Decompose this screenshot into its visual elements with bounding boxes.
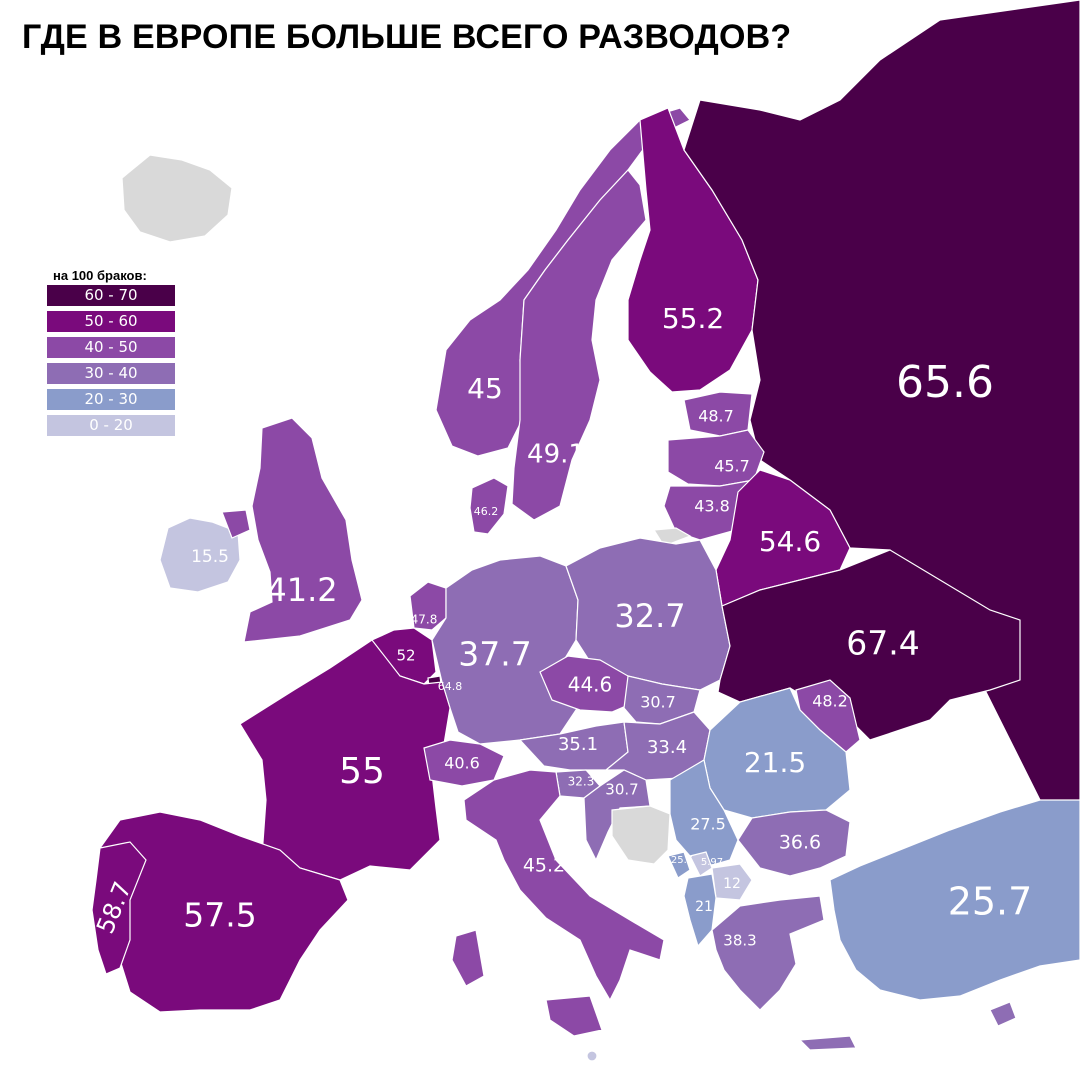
region-turkey	[829, 799, 1080, 1001]
region-portugal	[91, 841, 147, 975]
value-label-italy: 45.2	[523, 855, 565, 877]
region-ukraine	[717, 549, 1021, 741]
value-label-montenegro: 25.6	[671, 855, 693, 866]
value-label-turkey: 25.7	[948, 880, 1033, 924]
value-label-romania: 21.5	[744, 746, 806, 779]
value-label-latvia: 45.7	[714, 457, 750, 476]
value-label-greece: 38.3	[723, 932, 756, 950]
region-montenegro	[667, 851, 691, 879]
value-label-belarus: 54.6	[759, 525, 821, 558]
region-denmark	[469, 477, 509, 535]
value-label-norway: 45	[467, 372, 503, 405]
value-label-bulgaria: 36.6	[779, 832, 821, 854]
region-ireland	[159, 517, 241, 593]
value-label-finland: 55.2	[662, 302, 724, 335]
legend-title: на 100 браков:	[53, 268, 147, 283]
region-serbia	[669, 759, 739, 869]
value-label-serbia: 27.5	[690, 815, 726, 834]
legend: на 100 браков: 60 - 70 50 - 60 40 - 50 3…	[47, 268, 175, 441]
value-label-ireland: 15.5	[191, 547, 229, 567]
region-greece	[711, 895, 857, 1051]
region-bosnia-and-herzegovina	[611, 805, 671, 865]
value-label-russia: 65.6	[896, 357, 994, 408]
value-label-belgium: 52	[396, 647, 415, 665]
legend-item-0-20: 0 - 20	[47, 415, 175, 436]
map-title: ГДЕ В ЕВРОПЕ БОЛЬШЕ ВСЕГО РАЗВОДОВ?	[22, 18, 792, 56]
value-label-estonia: 48.7	[698, 407, 734, 426]
legend-item-60-70: 60 - 70	[47, 285, 175, 306]
region-united-kingdom	[221, 417, 363, 643]
region-germany	[431, 555, 581, 745]
legend-item-30-40: 30 - 40	[47, 363, 175, 384]
region-cyprus	[989, 1001, 1017, 1027]
value-label-spain: 57.5	[183, 896, 256, 935]
region-switzerland	[423, 739, 505, 787]
legend-item-20-30: 20 - 30	[47, 389, 175, 410]
value-label-croatia: 30.7	[605, 781, 638, 799]
value-label-austria: 35.1	[558, 734, 598, 755]
region-italy	[451, 769, 665, 1037]
legend-item-40-50: 40 - 50	[47, 337, 175, 358]
value-label-sweden: 49.1	[527, 440, 585, 470]
value-label-germany: 37.7	[458, 635, 531, 674]
region-sweden	[511, 169, 647, 521]
value-label-luxembourg: 64.8	[438, 680, 463, 693]
value-label-slovenia: 32.3	[568, 775, 595, 789]
region-iceland	[121, 154, 233, 243]
value-label-albania: 21	[695, 899, 713, 915]
value-label-malta: 12.3	[603, 1049, 632, 1064]
value-label-slovakia: 30.7	[640, 693, 676, 712]
region-malta	[586, 1050, 598, 1062]
value-label-denmark: 46.2	[474, 505, 499, 518]
region-albania	[683, 873, 717, 948]
value-label-moldova: 48.2	[812, 692, 848, 711]
value-label-united-kingdom: 41.2	[266, 571, 337, 609]
value-label-lithuania: 43.8	[694, 497, 730, 516]
value-label-hungary: 33.4	[647, 737, 687, 758]
region-france	[239, 639, 451, 881]
region-bulgaria	[737, 809, 851, 877]
value-label-kosovo: 5.97	[701, 857, 723, 868]
value-label-czechia: 44.6	[568, 673, 613, 697]
value-label-poland: 32.7	[614, 597, 685, 635]
value-label-cyprus: 32.8	[1007, 1025, 1036, 1040]
value-label-ukraine: 67.4	[846, 624, 919, 663]
value-label-france: 55	[339, 751, 385, 792]
value-label-switzerland: 40.6	[444, 754, 480, 773]
value-label-north-macedonia: 12	[723, 876, 741, 892]
legend-item-50-60: 50 - 60	[47, 311, 175, 332]
value-label-netherlands: 47.8	[411, 613, 438, 627]
